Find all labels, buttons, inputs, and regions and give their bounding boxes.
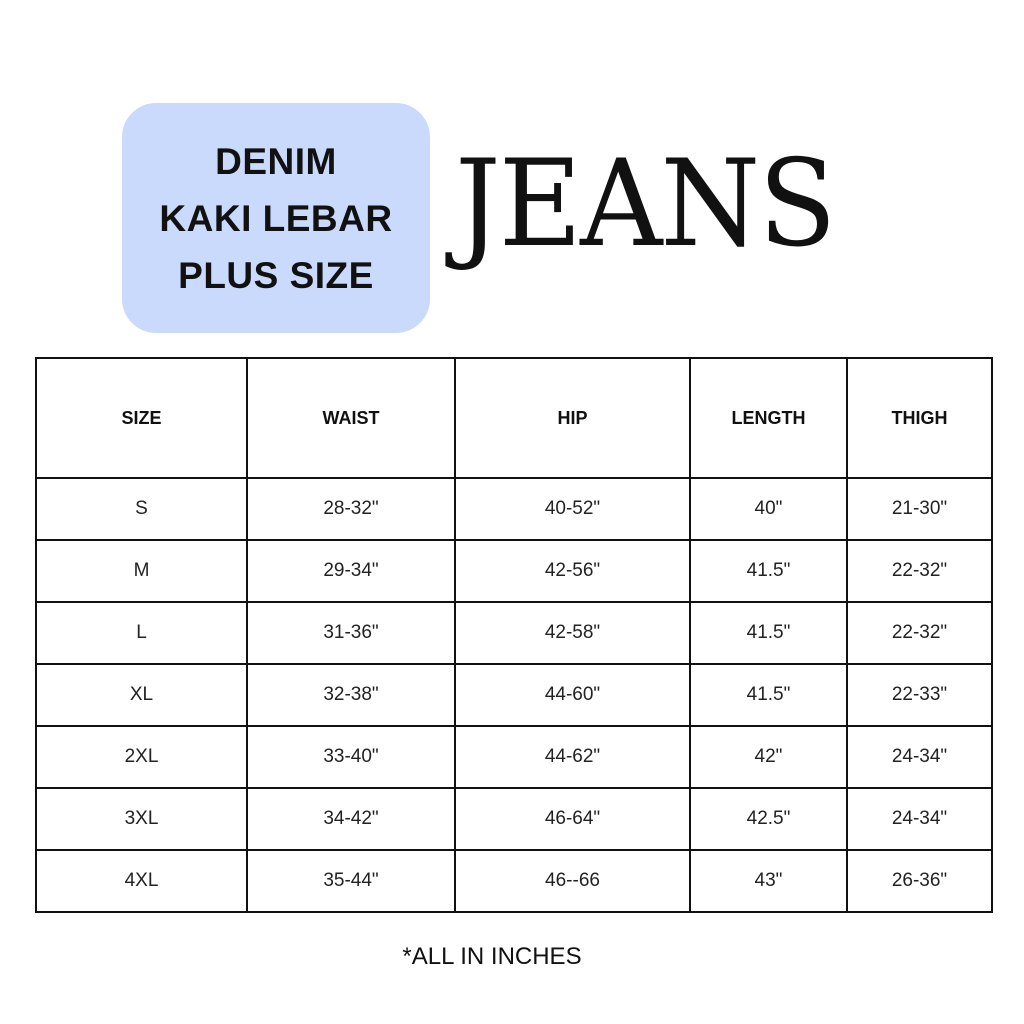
cell-hip: 42-56" xyxy=(454,539,691,603)
page-title: JEANS xyxy=(455,135,836,274)
column-header-thigh: THIGH xyxy=(846,357,993,479)
size-chart-table: SIZE WAIST HIP LENGTH THIGH S 28-32" 40-52" 40"… xyxy=(35,357,993,913)
cell-length: 41.5" xyxy=(689,539,848,603)
cell-size: S xyxy=(35,477,248,541)
cell-waist: 35-44" xyxy=(246,849,456,913)
badge-line: PLUS SIZE xyxy=(178,254,374,296)
cell-thigh: 26-36" xyxy=(846,849,993,913)
cell-size: 4XL xyxy=(35,849,248,913)
table-row: M 29-34" 42-56" 41.5" 22-32" xyxy=(35,539,993,603)
table-row: XL 32-38" 44-60" 41.5" 22-33" xyxy=(35,663,993,727)
table-row: 4XL 35-44" 46--66 43" 26-36" xyxy=(35,849,993,913)
cell-waist: 32-38" xyxy=(246,663,456,727)
units-note: *ALL IN INCHES xyxy=(402,943,582,970)
cell-hip: 40-52" xyxy=(454,477,691,541)
badge-line: KAKI LEBAR xyxy=(159,197,393,239)
table-row: 2XL 33-40" 44-62" 42" 24-34" xyxy=(35,725,993,789)
cell-length: 42" xyxy=(689,725,848,789)
cell-hip: 44-60" xyxy=(454,663,691,727)
cell-thigh: 21-30" xyxy=(846,477,993,541)
cell-thigh: 24-34" xyxy=(846,787,993,851)
table-row: 3XL 34-42" 46-64" 42.5" 24-34" xyxy=(35,787,993,851)
cell-waist: 31-36" xyxy=(246,601,456,665)
header-row: SIZE WAIST HIP LENGTH THIGH xyxy=(35,357,993,479)
cell-length: 42.5" xyxy=(689,787,848,851)
cell-size: M xyxy=(35,539,248,603)
cell-length: 41.5" xyxy=(689,601,848,665)
cell-size: 2XL xyxy=(35,725,248,789)
cell-waist: 28-32" xyxy=(246,477,456,541)
cell-thigh: 22-32" xyxy=(846,601,993,665)
product-badge: DENIM KAKI LEBAR PLUS SIZE xyxy=(122,103,430,333)
cell-thigh: 22-33" xyxy=(846,663,993,727)
column-header-length: LENGTH xyxy=(689,357,848,479)
cell-size: XL xyxy=(35,663,248,727)
cell-hip: 42-58" xyxy=(454,601,691,665)
cell-thigh: 24-34" xyxy=(846,725,993,789)
cell-waist: 33-40" xyxy=(246,725,456,789)
cell-waist: 34-42" xyxy=(246,787,456,851)
cell-hip: 44-62" xyxy=(454,725,691,789)
badge-line: DENIM xyxy=(215,140,337,182)
cell-length: 40" xyxy=(689,477,848,541)
cell-waist: 29-34" xyxy=(246,539,456,603)
column-header-size: SIZE xyxy=(35,357,248,479)
cell-length: 43" xyxy=(689,849,848,913)
cell-thigh: 22-32" xyxy=(846,539,993,603)
cell-size: L xyxy=(35,601,248,665)
cell-size: 3XL xyxy=(35,787,248,851)
column-header-waist: WAIST xyxy=(246,357,456,479)
cell-length: 41.5" xyxy=(689,663,848,727)
table-row: L 31-36" 42-58" 41.5" 22-32" xyxy=(35,601,993,665)
cell-hip: 46-64" xyxy=(454,787,691,851)
table-row: S 28-32" 40-52" 40" 21-30" xyxy=(35,477,993,541)
cell-hip: 46--66 xyxy=(454,849,691,913)
column-header-hip: HIP xyxy=(454,357,691,479)
